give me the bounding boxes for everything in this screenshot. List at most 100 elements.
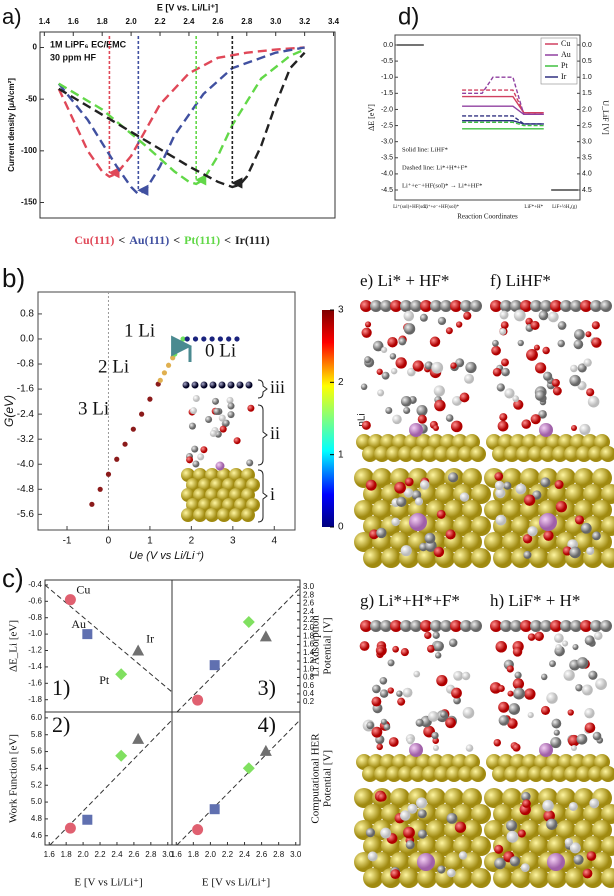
atom [205,416,213,424]
y2-tick-label: 0.5 [582,58,592,65]
atom [459,492,470,502]
atom [453,836,473,856]
atom [360,620,372,632]
atom [543,530,554,541]
atom [362,446,378,462]
atom [391,517,400,527]
point [114,456,120,462]
atom [434,766,450,782]
atom [410,300,422,312]
atom [414,497,424,506]
atom [592,731,602,741]
point-label: Cu [76,582,90,596]
x-tick-label: 1.6 [68,17,80,26]
atom [535,390,546,401]
atom [513,687,525,700]
atom [462,707,475,719]
plot-frame [171,579,301,713]
atom [205,508,219,522]
point [201,336,207,342]
y2-tick-label: 2.0 [582,106,592,113]
y-tick-label: -4.5 [381,187,393,194]
y-tick-label: -1.6 [28,678,42,687]
atom [219,425,227,433]
y-tick-label: -100 [21,146,38,155]
fit-line [176,587,301,713]
atom [590,300,602,312]
annotation: Solid line: LiHF* [402,146,448,153]
atom [444,788,464,808]
atom [403,826,415,839]
atom [426,788,446,808]
atom [570,620,582,632]
y-tick-label: -3.5 [381,155,393,162]
legend-entry: Ir(111) [235,233,270,247]
atom [218,414,226,422]
structure-image [354,300,491,568]
atom [440,754,456,770]
atom [499,310,509,320]
atom [569,374,581,387]
atom [433,385,445,397]
y-tick-label: -2.4 [17,409,35,420]
atom [588,670,598,680]
atom [529,868,549,888]
atom [453,696,462,705]
atom [453,516,473,536]
atom [502,788,522,808]
atom [583,804,603,824]
point [139,411,145,417]
x-tick-label: 2.0 [205,850,217,859]
atom [540,477,551,488]
atom [213,408,221,416]
subplot-label: 4) [258,712,276,737]
atom [460,300,472,312]
atom [404,477,414,487]
series-line [58,51,306,189]
atom [551,718,562,729]
atom [553,729,560,736]
atom [494,844,504,854]
legend-separator: < [118,233,125,247]
point [157,377,163,383]
atom [381,346,388,354]
atom [444,500,464,520]
y-tick-label: -1.2 [28,646,42,655]
x-tick-label: 4 [271,536,277,547]
point [82,814,93,825]
atom [192,395,200,403]
atom [557,339,565,348]
atom [501,367,510,377]
y-axis-title: Potential [V] [322,750,334,807]
atom [453,670,464,681]
y-tick-label: 2.2 [303,615,315,624]
atom [464,373,475,384]
atom [182,381,190,389]
atom [547,868,567,888]
atom [360,300,372,312]
y-tick-label: -50 [25,94,37,103]
y-axis-title: Computational HER [310,733,322,824]
x-tick-label: 2.8 [145,850,157,859]
x-axis-title: E [V vs Li/Li⁺] [202,877,270,889]
y-tick-label: -150 [21,198,38,207]
atom [591,337,602,348]
atom [376,647,385,656]
atom [236,381,244,389]
atom [565,868,585,888]
atom [534,754,550,770]
atom [450,620,462,632]
y-tick-label: 2.0 [303,623,315,632]
atom [516,766,532,782]
x-tick-label: 2.4 [111,850,123,859]
atom [190,407,198,415]
atom [360,383,368,391]
atom [522,754,538,770]
atom [380,827,392,839]
atom [497,685,505,692]
x-tick-label: 1.8 [61,850,73,859]
atom [522,534,533,544]
atom [584,708,595,719]
atom [533,344,540,351]
